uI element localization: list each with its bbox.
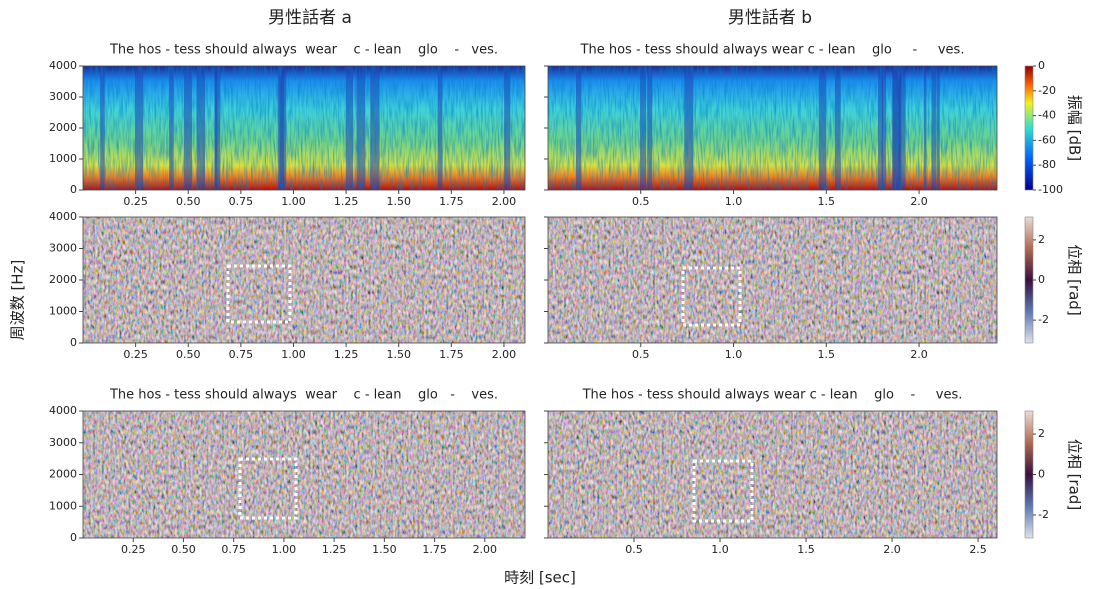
x-tick-label: 2.00 xyxy=(492,195,517,208)
y-tick-label: 1000 xyxy=(49,152,77,165)
y-tick-label: 1000 xyxy=(49,499,77,512)
x-tick-label: 2.0 xyxy=(910,348,928,361)
x-tick-label: 0.50 xyxy=(171,543,196,556)
x-tick-label: 0.5 xyxy=(632,195,650,208)
column-title: 男性話者 b xyxy=(728,8,812,28)
x-tick-label: 0.5 xyxy=(625,543,643,556)
colorbar-label: 振幅 [dB] xyxy=(1066,95,1084,161)
x-tick-label: 0.50 xyxy=(176,348,201,361)
y-tick-label: 4000 xyxy=(49,59,77,72)
x-tick-label: 1.00 xyxy=(281,195,306,208)
colorbar-tick-label: 0 xyxy=(1038,273,1045,286)
x-tick-label: 1.5 xyxy=(818,348,836,361)
y-tick-label: 0 xyxy=(70,336,77,349)
y-axis-label: 周波数 [Hz] xyxy=(9,260,27,341)
y-tick-label: 2000 xyxy=(49,121,77,134)
colorbar xyxy=(1025,217,1033,343)
y-tick-label: 4000 xyxy=(49,404,77,417)
column-title: 男性話者 a xyxy=(268,8,352,28)
x-tick-label: 0.25 xyxy=(123,348,148,361)
colorbar-tick-label: -80 xyxy=(1038,158,1056,171)
x-tick-label: 0.5 xyxy=(632,348,650,361)
x-tick-label: 1.00 xyxy=(272,543,297,556)
colorbar-tick-label: 0 xyxy=(1038,59,1045,72)
x-tick-label: 0.75 xyxy=(221,543,246,556)
colorbar xyxy=(1025,66,1033,190)
x-tick-label: 1.5 xyxy=(797,543,815,556)
x-tick-label: 0.75 xyxy=(229,195,254,208)
x-tick-label: 0.50 xyxy=(176,195,201,208)
y-tick-label: 3000 xyxy=(49,242,77,255)
y-tick-label: 0 xyxy=(70,531,77,544)
texture xyxy=(548,66,997,190)
colorbar-label: 位相 [rad] xyxy=(1066,244,1084,315)
x-tick-label: 1.50 xyxy=(372,543,397,556)
colorbar-label: 位相 [rad] xyxy=(1066,439,1084,510)
colorbar xyxy=(1025,411,1033,538)
x-tick-label: 1.50 xyxy=(386,348,411,361)
colorbar-tick-label: -2 xyxy=(1038,508,1049,521)
x-tick-label: 1.00 xyxy=(281,348,306,361)
x-tick-label: 0.25 xyxy=(123,195,148,208)
x-tick-label: 0.75 xyxy=(229,348,254,361)
colorbar-tick-label: -40 xyxy=(1038,109,1056,122)
x-tick-label: 0.25 xyxy=(121,543,146,556)
x-tick-label: 2.0 xyxy=(910,195,928,208)
x-tick-label: 1.50 xyxy=(386,195,411,208)
y-tick-label: 4000 xyxy=(49,210,77,223)
texture xyxy=(83,217,525,343)
figure: 男性話者 a 男性話者 b 時刻 [sec] 周波数 [Hz] The hos … xyxy=(0,0,1099,589)
x-tick-label: 1.25 xyxy=(322,543,347,556)
x-tick-label: 1.75 xyxy=(439,348,464,361)
colorbar-tick-label: -60 xyxy=(1038,133,1056,146)
x-tick-label: 1.25 xyxy=(334,195,359,208)
y-tick-label: 3000 xyxy=(49,90,77,103)
colorbar-tick-label: -100 xyxy=(1038,183,1063,196)
y-tick-label: 2000 xyxy=(49,468,77,481)
x-tick-label: 2.5 xyxy=(969,543,987,556)
sentence-annotation: The hos - tess should always wear c - le… xyxy=(109,43,498,58)
x-tick-label: 1.0 xyxy=(711,543,729,556)
texture xyxy=(548,217,997,343)
y-tick-label: 2000 xyxy=(49,273,77,286)
colorbar-tick-label: -2 xyxy=(1038,313,1049,326)
colorbar-tick-label: -20 xyxy=(1038,84,1056,97)
x-tick-label: 1.5 xyxy=(818,195,836,208)
colorbar-tick-label: 0 xyxy=(1038,468,1045,481)
colorbar-tick-label: 2 xyxy=(1038,427,1045,440)
colorbar-tick-label: 2 xyxy=(1038,233,1045,246)
texture xyxy=(548,411,997,538)
x-tick-label: 1.25 xyxy=(334,348,359,361)
y-tick-label: 1000 xyxy=(49,305,77,318)
sentence-annotation: The hos - tess should always wear c - le… xyxy=(109,388,498,403)
texture xyxy=(83,66,525,190)
x-axis-label: 時刻 [sec] xyxy=(504,569,576,587)
x-tick-label: 2.00 xyxy=(473,543,498,556)
x-tick-label: 2.0 xyxy=(883,543,901,556)
y-tick-label: 0 xyxy=(70,183,77,196)
x-tick-label: 1.0 xyxy=(725,195,743,208)
sentence-annotation: The hos - tess should always wear c - le… xyxy=(582,388,963,403)
x-tick-label: 2.00 xyxy=(492,348,517,361)
x-tick-label: 1.0 xyxy=(725,348,743,361)
y-tick-label: 3000 xyxy=(49,436,77,449)
texture xyxy=(83,411,525,538)
x-tick-label: 1.75 xyxy=(439,195,464,208)
sentence-annotation: The hos - tess should always wear c - le… xyxy=(580,43,965,58)
x-tick-label: 1.75 xyxy=(422,543,447,556)
